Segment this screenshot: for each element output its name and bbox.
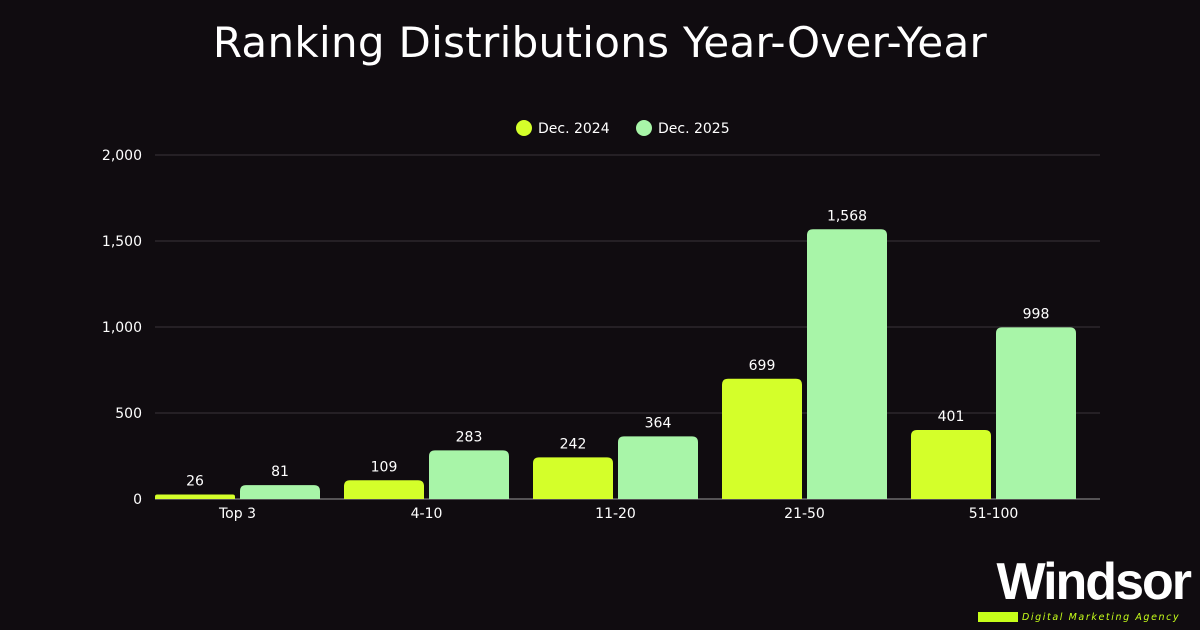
- brand-accent-bar: [978, 612, 1018, 622]
- y-tick-label: 1,000: [102, 320, 142, 336]
- brand-tagline: Digital Marketing Agency: [978, 610, 1190, 624]
- data-label: 283: [456, 429, 483, 445]
- x-category-label: 11-20: [595, 506, 636, 522]
- brand-logo: Windsor Digital Marketing Agency: [970, 556, 1192, 624]
- brand-wordmark: Windsor: [996, 553, 1192, 611]
- data-label: 401: [938, 409, 965, 425]
- chart-title: Ranking Distributions Year-Over-Year: [212, 18, 988, 67]
- bars: [155, 229, 1076, 499]
- x-axis-categories: Top 3 4-10 11-20 21-50 51-100: [218, 506, 1018, 522]
- data-label: 699: [749, 358, 776, 374]
- bar-dec-2025-1: [429, 450, 509, 499]
- legend-label: Dec. 2025: [658, 121, 730, 137]
- bar-dec-2024-1: [344, 480, 424, 499]
- data-label: 998: [1023, 306, 1050, 322]
- data-labels: 26 81 109 283 242 364 699 1,568 401 998: [186, 208, 1049, 489]
- x-category-label: 21-50: [784, 506, 825, 522]
- legend-swatch: [636, 120, 652, 136]
- bar-dec-2025-3: [807, 229, 887, 499]
- bar-dec-2025-4: [996, 327, 1076, 499]
- bar-dec-2024-4: [911, 430, 991, 499]
- y-axis-ticks: 0 500 1,000 1,500 2,000: [102, 148, 142, 508]
- legend-label: Dec. 2024: [538, 121, 610, 137]
- y-tick-label: 1,500: [102, 234, 142, 250]
- y-tick-label: 0: [133, 492, 142, 508]
- data-label: 109: [371, 459, 398, 475]
- brand-tagline-text: Digital Marketing Agency: [1022, 611, 1181, 623]
- data-label: 242: [560, 436, 587, 452]
- y-tick-label: 500: [115, 406, 142, 422]
- bar-dec-2025-2: [618, 436, 698, 499]
- x-category-label: Top 3: [218, 506, 256, 522]
- x-category-label: 4-10: [411, 506, 443, 522]
- legend-swatch: [516, 120, 532, 136]
- data-label: 364: [645, 415, 672, 431]
- data-label: 81: [271, 464, 289, 480]
- data-label: 26: [186, 474, 204, 490]
- x-category-label: 51-100: [969, 506, 1019, 522]
- y-tick-label: 2,000: [102, 148, 142, 164]
- bar-dec-2024-0: [155, 494, 235, 499]
- bar-dec-2024-2: [533, 457, 613, 499]
- bar-dec-2024-3: [722, 378, 802, 499]
- bar-dec-2025-0: [240, 485, 320, 499]
- data-label: 1,568: [827, 208, 867, 224]
- legend: Dec. 2024 Dec. 2025: [516, 120, 730, 137]
